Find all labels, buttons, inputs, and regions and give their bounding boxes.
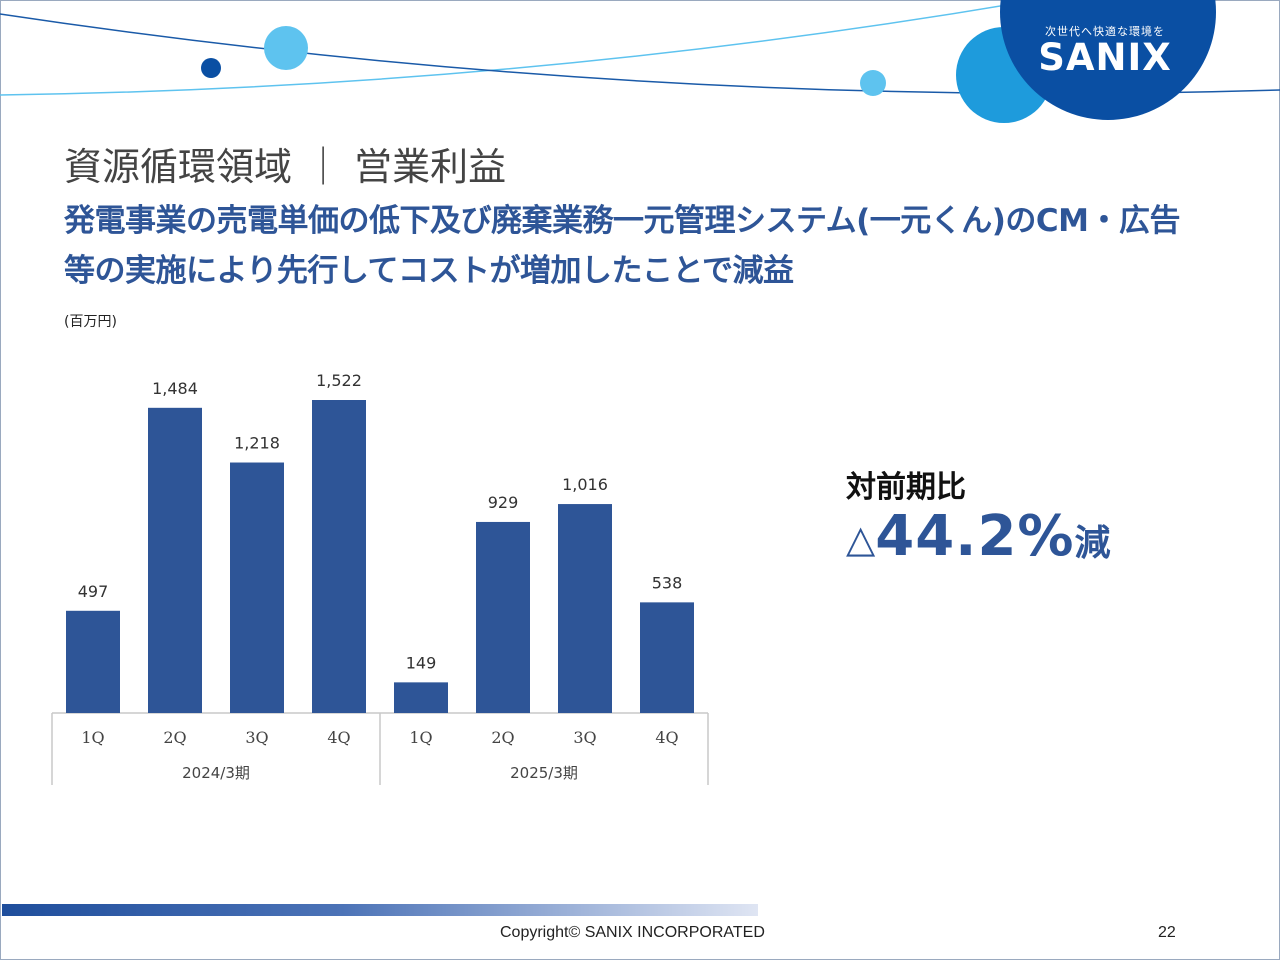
- comparison-suffix: 減: [1074, 523, 1111, 564]
- data-label: 149: [406, 653, 437, 672]
- data-label: 929: [488, 493, 519, 512]
- x-tick-label: 3Q: [573, 728, 596, 747]
- x-tick-label: 1Q: [409, 728, 432, 747]
- comparison-percent: 44.2%: [875, 504, 1075, 569]
- group-label: 2025/3期: [510, 764, 578, 782]
- page-number: 22: [1158, 924, 1176, 941]
- data-label: 497: [78, 582, 109, 601]
- decrease-triangle-icon: △: [846, 517, 876, 561]
- footer-gradient-bar: [2, 904, 758, 916]
- decor-bubble-small: [860, 70, 886, 96]
- x-tick-label: 4Q: [327, 728, 350, 747]
- bar-2024/3期-4Q: [312, 400, 366, 713]
- x-tick-label: 3Q: [245, 728, 268, 747]
- page-title: 資源循環領域 ｜ 営業利益: [64, 145, 507, 189]
- x-tick-label: 2Q: [163, 728, 186, 747]
- data-label: 538: [652, 573, 683, 592]
- x-tick-label: 4Q: [655, 728, 678, 747]
- bar-2024/3期-3Q: [230, 462, 284, 713]
- chart-unit-label: (百万円): [64, 314, 117, 330]
- bar-2024/3期-1Q: [66, 610, 120, 713]
- bar-2025/3期-1Q: [394, 682, 448, 713]
- x-tick-label: 2Q: [491, 728, 514, 747]
- page-subtitle: 発電事業の売電単価の低下及び廃棄業務一元管理システム(一元くん)のCM・広告等の…: [64, 203, 1181, 289]
- decor-bubble-large: [264, 26, 308, 70]
- group-label: 2024/3期: [182, 764, 250, 782]
- decor-curve-top: [0, 0, 1031, 96]
- bar-2024/3期-2Q: [148, 407, 202, 713]
- bar-2025/3期-2Q: [476, 521, 530, 713]
- data-label: 1,016: [562, 475, 608, 494]
- comparison-label: 対前期比: [846, 470, 966, 505]
- bar-2025/3期-4Q: [640, 602, 694, 713]
- decor-bubble-dark: [201, 58, 221, 78]
- bar-2025/3期-3Q: [558, 504, 612, 713]
- logo: SANIX: [1038, 36, 1172, 79]
- copyright: Copyright© SANIX INCORPORATED: [500, 924, 765, 941]
- data-label: 1,484: [152, 379, 198, 398]
- data-label: 1,522: [316, 371, 362, 390]
- logo-dark-circle: [1000, 0, 1216, 120]
- data-label: 1,218: [234, 434, 280, 453]
- logo-tagline: 次世代へ快適な環境を: [1045, 25, 1165, 38]
- comparison-value: △44.2%減: [846, 504, 1111, 569]
- x-tick-label: 1Q: [81, 728, 104, 747]
